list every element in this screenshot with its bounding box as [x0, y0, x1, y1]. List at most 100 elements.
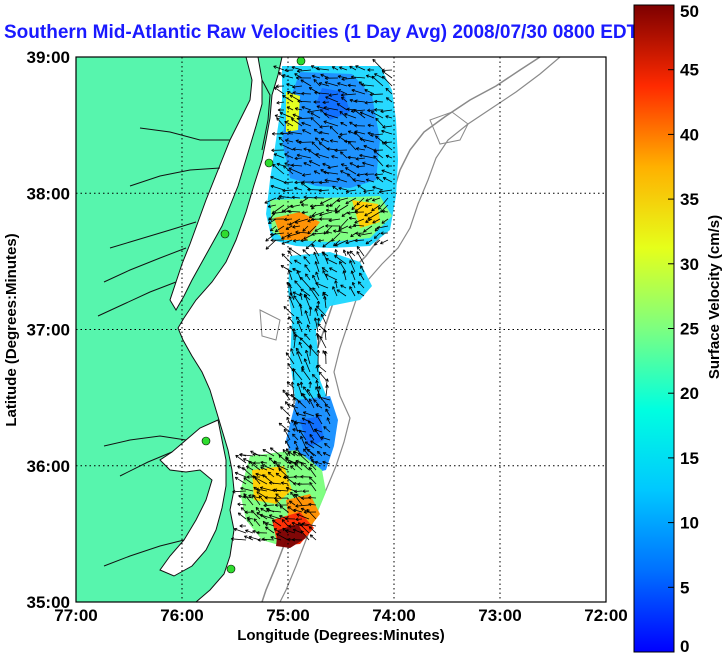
velocity-vector-head [325, 378, 328, 382]
velocity-vector-head [310, 344, 313, 348]
velocity-vector-head [292, 86, 296, 89]
velocity-vector-head [292, 397, 295, 401]
velocity-vector-head [340, 163, 344, 167]
radar-site-marker [220, 229, 230, 239]
velocity-vector-head [294, 187, 297, 191]
velocity-vector-head [300, 474, 304, 478]
velocity-vector-head [308, 467, 312, 470]
velocity-vector [343, 270, 347, 281]
velocity-vector-head [284, 518, 288, 521]
velocity-vector-head [364, 100, 368, 104]
velocity-vector-head [324, 76, 328, 79]
velocity-vector-head [270, 239, 274, 243]
velocity-vector-head [293, 508, 297, 511]
velocity-vector [313, 399, 319, 405]
velocity-vector [240, 507, 247, 513]
velocity-vector [297, 320, 303, 333]
velocity-vector-head [268, 217, 272, 220]
velocity-vector-head [385, 155, 389, 159]
velocity-vector-head [334, 207, 336, 211]
velocity-vector [316, 365, 319, 373]
velocity-vector-head [307, 324, 310, 328]
velocity-vector [360, 111, 375, 119]
velocity-vector [357, 184, 366, 191]
velocity-vector-head [300, 240, 304, 243]
velocity-vector-head [315, 271, 319, 275]
velocity-vector-head [257, 539, 261, 542]
velocity-vector [324, 443, 331, 449]
velocity-vector [339, 133, 348, 135]
velocity-vector [288, 250, 293, 257]
velocity-vector-head [292, 92, 296, 95]
velocity-vector-head [323, 426, 327, 428]
velocity-vector-head [296, 316, 298, 320]
velocity-vector [307, 388, 315, 401]
velocity-vector-head [327, 384, 329, 388]
velocity-vector-head [273, 489, 278, 492]
velocity-vector-head [299, 381, 302, 385]
velocity-vector [385, 87, 393, 95]
velocity-vector-head [253, 518, 257, 521]
velocity-vector-head [290, 206, 294, 209]
velocity-vector-head [319, 217, 323, 220]
velocity-vector-head [295, 447, 299, 450]
velocity-vector-head [275, 84, 279, 87]
velocity-vector-head [310, 205, 314, 208]
velocity-vector-head [281, 519, 284, 523]
velocity-vector-head [334, 209, 338, 212]
velocity-vector-head [286, 91, 290, 95]
velocity-vector-head [333, 230, 336, 233]
velocity-vector-head [291, 66, 295, 68]
velocity-vector-head [293, 483, 297, 486]
velocity-vector-head [280, 265, 283, 269]
velocity-vector-head [318, 371, 323, 374]
velocity-vector [272, 519, 282, 527]
velocity-vector-head [358, 81, 361, 85]
velocity-vector-head [299, 429, 303, 432]
velocity-vector [361, 84, 375, 87]
velocity-vector-head [270, 232, 273, 236]
velocity-vector [237, 503, 247, 506]
velocity-vector-head [311, 218, 315, 222]
velocity-vector-head [237, 465, 240, 469]
velocity-vector [354, 100, 366, 103]
velocity-vector [270, 447, 282, 457]
velocity-vector [372, 186, 384, 191]
velocity-vector-head [302, 129, 305, 133]
velocity-vector-head [246, 516, 250, 519]
velocity-vector-head [301, 203, 304, 206]
velocity-vector-head [275, 493, 278, 497]
velocity-vector [270, 185, 285, 191]
velocity-vector-head [328, 220, 332, 223]
velocity-vector [300, 524, 310, 527]
velocity-vector-head [320, 109, 322, 113]
radar-site-marker [226, 564, 236, 574]
velocity-vector-head [367, 69, 371, 72]
velocity-vector [304, 294, 311, 309]
velocity-vector-head [354, 211, 358, 215]
velocity-vector-head [282, 527, 286, 530]
velocity-vector-head [374, 109, 378, 112]
bathymetry-blob [259, 111, 469, 341]
velocity-vector-head [258, 495, 261, 499]
velocity-vector-head [276, 464, 279, 468]
velocity-vector [324, 404, 331, 409]
velocity-vector [316, 404, 323, 409]
velocity-vector [284, 153, 294, 159]
velocity-vector-head [370, 133, 374, 136]
velocity-vector-head [385, 115, 388, 119]
velocity-vector-head [316, 305, 320, 308]
velocity-vector-head [350, 110, 355, 113]
y-axis-label: Latitude (Degrees:Minutes) [3, 233, 20, 426]
velocity-vector-head [349, 121, 352, 126]
velocity-vector-head [278, 72, 280, 76]
velocity-vector-head [374, 73, 377, 77]
velocity-vector [299, 197, 309, 204]
velocity-vector [312, 75, 321, 79]
velocity-vector-head [349, 250, 352, 255]
velocity-vector-head [313, 100, 317, 103]
velocity-vector-head [315, 380, 317, 384]
velocity-vector [374, 173, 384, 176]
velocity-vector-head [329, 139, 334, 141]
velocity-vector [338, 218, 349, 229]
